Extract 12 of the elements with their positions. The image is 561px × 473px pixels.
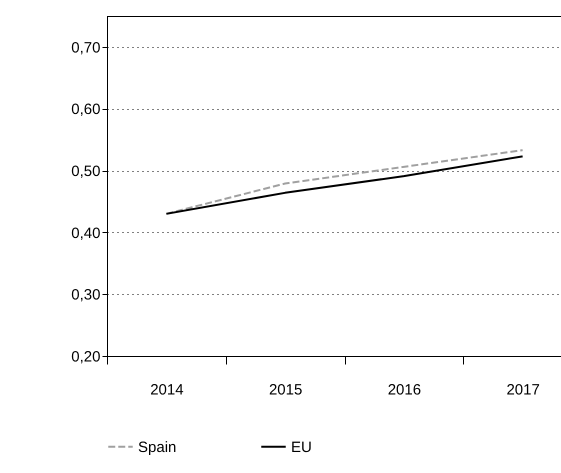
x-tick-label: 2016 [388,382,422,398]
y-tick-label: 0,30 [71,286,100,304]
y-tick-label: 0,50 [71,163,100,180]
y-tick-label: 0,60 [71,101,100,118]
x-tick-label: 2014 [150,382,184,398]
x-tick-label: 2017 [506,382,540,398]
legend-label: Spain [138,438,176,456]
x-tick-label: 2015 [268,382,302,398]
y-tick-label: 0,70 [71,39,100,56]
y-tick-label: 0,20 [71,348,100,366]
y-tick-label: 0,40 [71,224,100,242]
legend-label: EU [291,438,312,456]
